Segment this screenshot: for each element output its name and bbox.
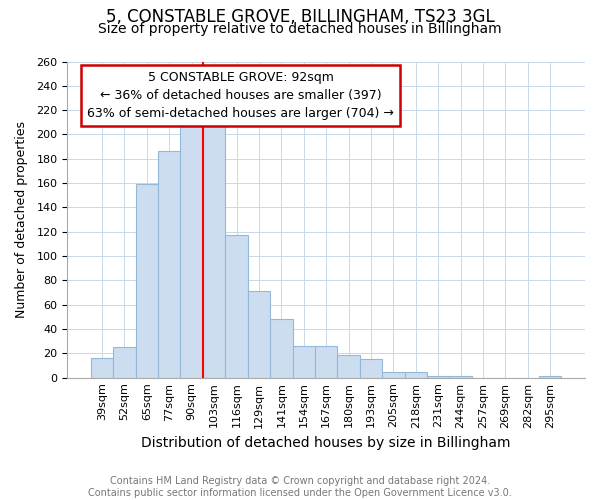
Bar [360, 360, 382, 378]
Bar [337, 354, 360, 378]
Bar [248, 292, 270, 378]
Bar [158, 152, 181, 378]
Bar [315, 346, 337, 378]
Bar [136, 184, 158, 378]
Bar [270, 320, 293, 378]
Bar [449, 376, 472, 378]
Y-axis label: Number of detached properties: Number of detached properties [15, 121, 28, 318]
Text: 5 CONSTABLE GROVE: 92sqm
← 36% of detached houses are smaller (397)
63% of semi-: 5 CONSTABLE GROVE: 92sqm ← 36% of detach… [87, 71, 394, 120]
Bar [382, 372, 404, 378]
Bar [226, 236, 248, 378]
Bar [91, 358, 113, 378]
Bar [181, 122, 203, 378]
Bar [539, 376, 562, 378]
Bar [113, 348, 136, 378]
Bar [427, 376, 449, 378]
Bar [293, 346, 315, 378]
Text: Size of property relative to detached houses in Billingham: Size of property relative to detached ho… [98, 22, 502, 36]
Bar [404, 372, 427, 378]
Text: 5, CONSTABLE GROVE, BILLINGHAM, TS23 3GL: 5, CONSTABLE GROVE, BILLINGHAM, TS23 3GL [106, 8, 494, 26]
X-axis label: Distribution of detached houses by size in Billingham: Distribution of detached houses by size … [142, 436, 511, 450]
Text: Contains HM Land Registry data © Crown copyright and database right 2024.
Contai: Contains HM Land Registry data © Crown c… [88, 476, 512, 498]
Bar [203, 118, 226, 378]
